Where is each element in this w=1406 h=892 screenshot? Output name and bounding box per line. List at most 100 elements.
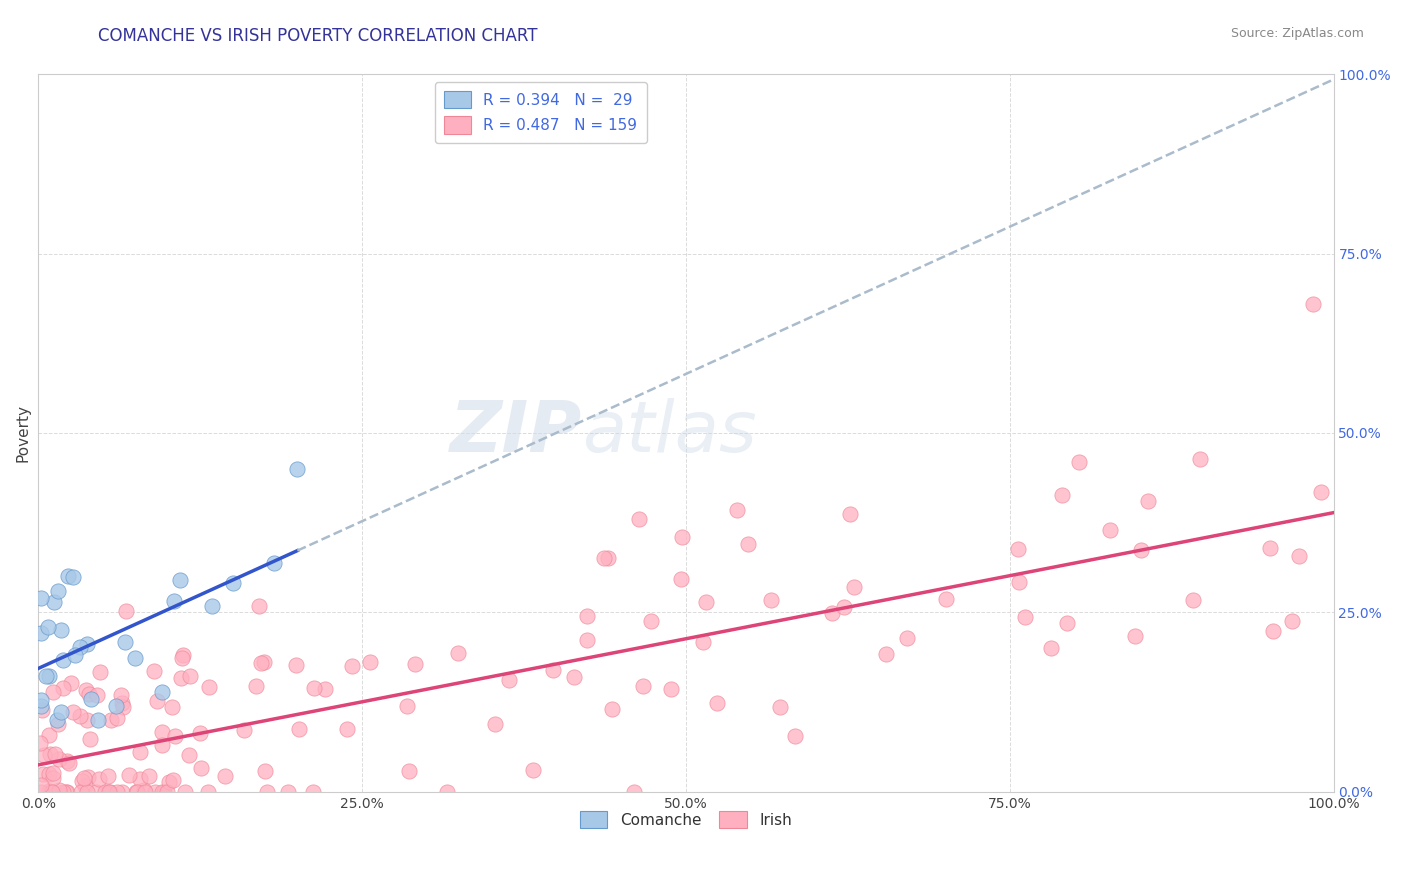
Point [35,669,58,683]
Point [42,595,65,609]
Point [398,764,420,778]
Point [77,770,100,784]
Point [87,713,110,727]
Point [98,785,121,799]
Point [769,700,792,714]
Point [395,699,418,714]
Point [89,665,111,679]
Point [253,764,276,778]
Point [42,685,65,699]
Point [30,778,52,792]
Point [56,785,79,799]
Point [138,769,160,783]
Point [1263,624,1285,639]
Point [52,785,75,799]
Point [62,570,84,584]
Point [174,785,197,799]
Point [1098,523,1121,537]
Point [97,785,120,799]
Point [110,689,132,703]
Point [41,766,63,780]
Point [30,785,52,799]
Point [79,732,101,747]
Point [669,572,692,586]
Point [302,681,325,695]
Point [1050,488,1073,502]
Point [245,679,267,693]
Point [31,767,53,781]
Point [31,702,53,716]
Point [706,696,728,710]
Point [48,782,70,797]
Point [1014,609,1036,624]
Point [30,591,52,606]
Point [576,609,599,624]
Point [86,688,108,702]
Point [37,620,59,634]
Point [522,763,544,777]
Point [600,702,623,716]
Point [48,752,70,766]
Point [1288,549,1310,563]
Point [28,736,51,750]
Point [41,785,63,799]
Point [134,785,156,799]
Point [623,785,645,799]
Point [150,738,173,752]
Point [155,785,177,799]
Point [659,681,682,696]
Point [692,634,714,648]
Point [39,785,62,799]
Point [52,653,75,667]
Point [201,599,224,613]
Point [105,711,128,725]
Point [38,728,60,742]
Point [214,769,236,783]
Point [1067,455,1090,469]
Legend: Comanche, Irish: Comanche, Irish [574,805,799,835]
Point [314,681,336,696]
Point [821,606,844,620]
Y-axis label: Poverty: Poverty [15,404,30,462]
Point [179,668,201,682]
Point [52,681,75,696]
Point [46,713,69,727]
Point [1302,296,1324,310]
Point [170,651,193,665]
Point [671,530,693,544]
Point [30,626,52,640]
Point [1008,574,1031,589]
Point [288,723,311,737]
Point [593,551,616,566]
Point [42,771,65,785]
Text: COMANCHE VS IRISH POVERTY CORRELATION CHART: COMANCHE VS IRISH POVERTY CORRELATION CH… [98,27,538,45]
Point [100,713,122,727]
Point [49,624,72,638]
Point [60,676,83,690]
Point [157,775,180,789]
Point [576,632,599,647]
Point [46,717,69,731]
Point [436,785,458,799]
Point [77,687,100,701]
Point [111,697,134,711]
Point [44,747,66,761]
Point [190,761,212,775]
Point [162,772,184,787]
Point [1129,543,1152,558]
Point [38,766,60,780]
Point [150,685,173,699]
Point [1123,629,1146,643]
Point [287,462,309,476]
Point [46,583,69,598]
Point [1281,614,1303,628]
Point [163,593,186,607]
Point [76,713,98,727]
Point [72,771,94,785]
Point [124,651,146,665]
Point [1040,640,1063,655]
Point [1056,615,1078,630]
Point [631,679,654,693]
Point [38,669,60,683]
Point [640,615,662,629]
